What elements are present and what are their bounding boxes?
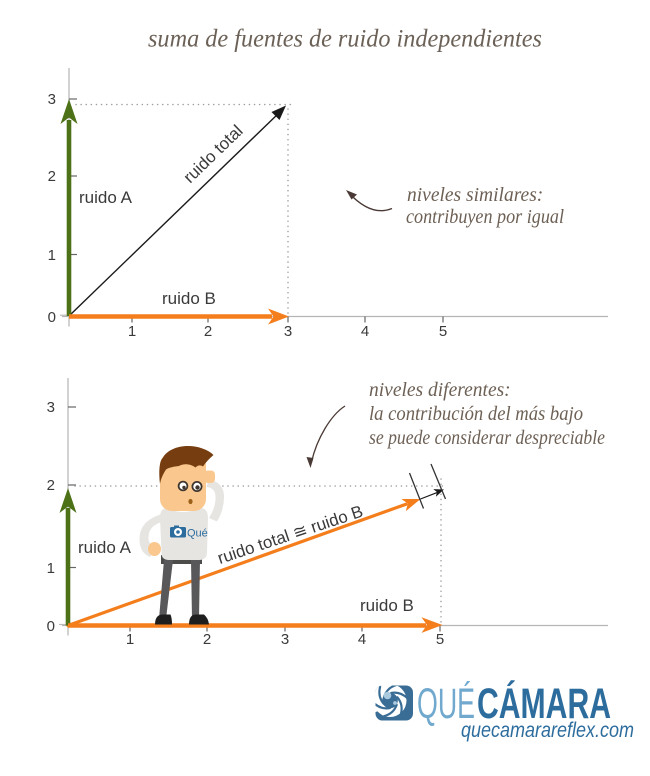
svg-text:1: 1 (126, 631, 134, 648)
svg-text:4: 4 (358, 631, 366, 648)
svg-text:niveles similares:: niveles similares: (407, 185, 543, 206)
svg-text:quecamarareflex.com: quecamarareflex.com (461, 719, 634, 742)
svg-text:1: 1 (48, 247, 56, 264)
svg-text:Qué: Qué (187, 528, 208, 540)
svg-text:QUÉ: QUÉ (417, 681, 475, 728)
svg-text:3: 3 (48, 91, 56, 108)
svg-text:3: 3 (281, 631, 289, 648)
svg-text:2: 2 (204, 323, 212, 340)
svg-text:CÁMARA: CÁMARA (477, 680, 611, 728)
svg-text:3: 3 (284, 323, 292, 340)
svg-text:5: 5 (436, 631, 444, 648)
svg-text:ruido A: ruido A (79, 188, 133, 207)
svg-text:contribuyen por igual: contribuyen por igual (406, 207, 564, 228)
svg-text:la contribución del más bajo: la contribución del más bajo (369, 404, 583, 425)
svg-text:se puede considerar despreciab: se puede considerar despreciable (369, 428, 605, 449)
svg-text:2: 2 (203, 631, 211, 648)
svg-text:0: 0 (48, 309, 56, 326)
svg-text:ruido A: ruido A (78, 538, 132, 557)
svg-text:2: 2 (48, 168, 56, 185)
svg-text:niveles diferentes:: niveles diferentes: (369, 380, 511, 401)
svg-text:0: 0 (47, 618, 55, 635)
svg-text:5: 5 (439, 323, 447, 340)
svg-text:suma de fuentes de ruido indep: suma de fuentes de ruido independientes (148, 26, 542, 53)
svg-text:1: 1 (47, 560, 55, 577)
svg-text:4: 4 (361, 323, 369, 340)
svg-text:3: 3 (47, 399, 55, 416)
svg-text:2: 2 (47, 477, 55, 494)
svg-text:ruido B: ruido B (360, 596, 414, 615)
svg-text:ruido B: ruido B (162, 289, 216, 308)
svg-text:1: 1 (128, 323, 136, 340)
